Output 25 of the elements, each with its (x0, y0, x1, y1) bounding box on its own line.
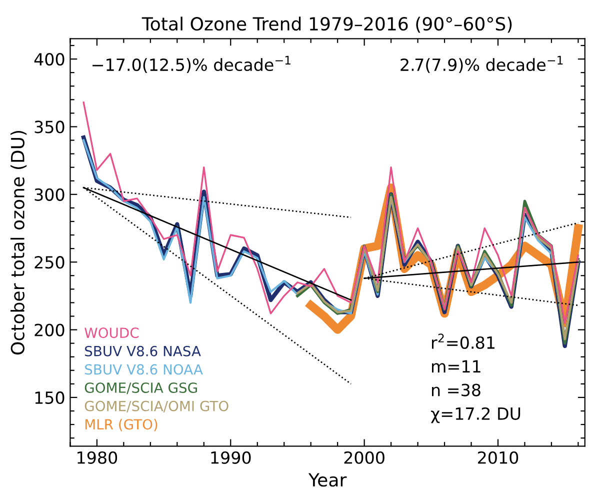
annotation: r$^{2}$=0.81 (432, 334, 494, 349)
text: WOUDC (84, 328, 139, 338)
annotation: n =38 (432, 384, 480, 396)
x-tick-label: 2000 (344, 451, 384, 464)
text: SBUV V8.6 NASA (85, 346, 201, 356)
text: GOME/SCIA GSG (84, 382, 197, 394)
y-tick-label: 400 (34, 52, 64, 66)
y-tick-label: 350 (34, 120, 64, 134)
y-tick-label: 300 (34, 188, 64, 201)
x-tick-label: 2010 (478, 451, 518, 464)
y-tick-label: 150 (35, 391, 64, 404)
annotation: χ=17.2 DU (430, 407, 520, 424)
text: SBUV V8.6 NOAA (85, 364, 203, 375)
annotation: m=11 (432, 360, 480, 372)
x-tick-label: 1980 (78, 451, 118, 464)
annotation: 2.7(7.9)% decade$^{−1}$ (400, 56, 563, 74)
y-tick-label: 200 (34, 324, 64, 336)
chart-title: Total Ozone Trend 1979–2016 (90°–60°S) (142, 16, 512, 33)
text: MLR (GTO) (85, 418, 158, 432)
y-tick-label: 250 (34, 256, 64, 269)
y-axis-title: October total ozone (DU) (10, 130, 27, 354)
x-tick-label: 1990 (211, 451, 251, 464)
annotation: −17.0(12.5)% decade$^{−1}$ (92, 56, 290, 74)
x-axis-title: Year (308, 473, 347, 487)
text: GOME/SCIA/OMI GTO (84, 400, 228, 412)
